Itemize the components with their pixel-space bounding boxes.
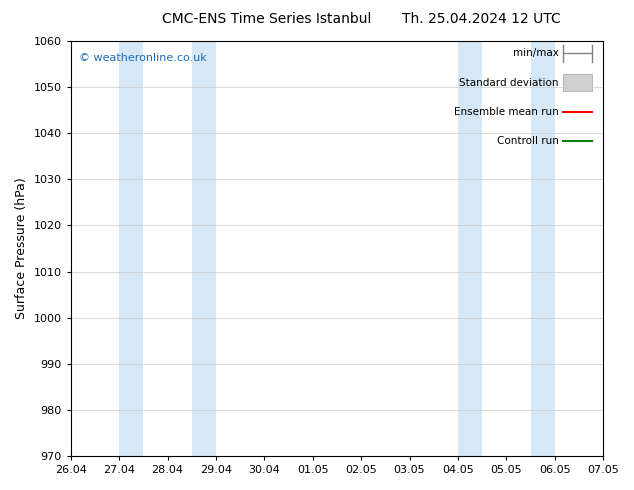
- Bar: [119, 41, 143, 456]
- Text: min/max: min/max: [513, 49, 559, 58]
- Text: CMC-ENS Time Series Istanbul: CMC-ENS Time Series Istanbul: [162, 12, 371, 26]
- Text: Th. 25.04.2024 12 UTC: Th. 25.04.2024 12 UTC: [403, 12, 561, 26]
- Bar: [603, 41, 634, 456]
- Text: Standard deviation: Standard deviation: [460, 77, 559, 88]
- Text: Ensemble mean run: Ensemble mean run: [454, 107, 559, 117]
- Bar: [563, 74, 593, 91]
- Bar: [458, 41, 482, 456]
- Bar: [531, 41, 555, 456]
- Y-axis label: Surface Pressure (hPa): Surface Pressure (hPa): [15, 178, 28, 319]
- Text: Controll run: Controll run: [497, 136, 559, 146]
- Text: © weatheronline.co.uk: © weatheronline.co.uk: [79, 53, 207, 64]
- Bar: [191, 41, 216, 456]
